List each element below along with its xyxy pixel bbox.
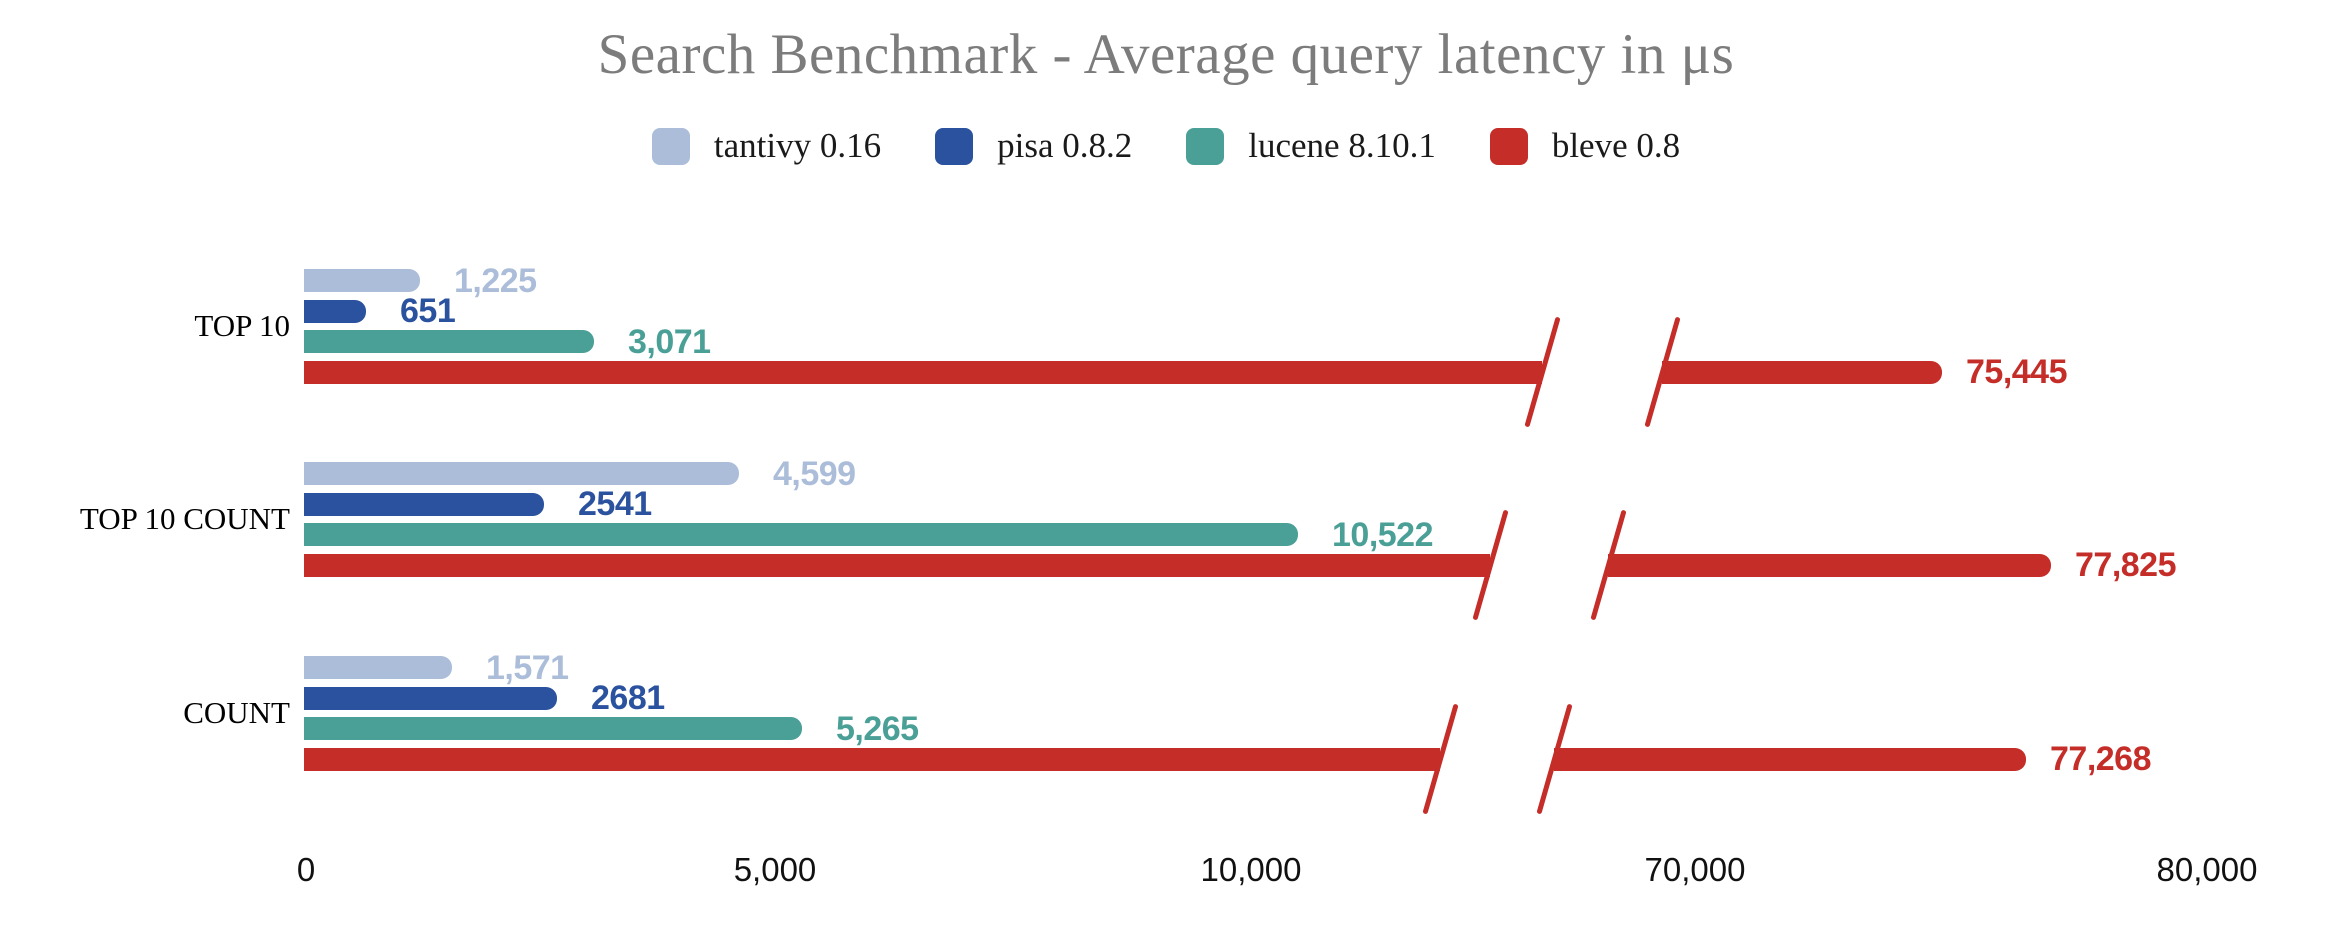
legend-item: pisa 0.8.2 xyxy=(935,126,1132,166)
value-label: 2541 xyxy=(578,485,652,523)
legend-label: tantivy 0.16 xyxy=(713,126,882,165)
bar xyxy=(304,462,739,485)
bar-segment-right xyxy=(1662,360,1942,384)
category-label: TOP 10 COUNT xyxy=(79,501,290,536)
legend-item: tantivy 0.16 xyxy=(651,126,882,166)
x-tick-label: 70,000 xyxy=(1644,851,1746,888)
chart-title: Search Benchmark - Average query latency… xyxy=(597,23,1735,86)
x-tick-label: 0 xyxy=(296,851,316,888)
x-tick-label: 5,000 xyxy=(733,851,817,888)
value-label: 4,599 xyxy=(773,454,856,493)
legend-item: bleve 0.8 xyxy=(1489,126,1681,166)
x-tick-label: 80,000 xyxy=(2156,851,2258,888)
value-label: 77,268 xyxy=(2050,740,2152,778)
value-label: 651 xyxy=(400,292,456,330)
legend-label: bleve 0.8 xyxy=(1551,126,1681,165)
category-label: TOP 10 xyxy=(194,308,290,343)
bar-segment-right xyxy=(1554,747,2026,771)
legend-swatch xyxy=(935,127,974,165)
category-label: COUNT xyxy=(183,695,290,730)
bar xyxy=(304,330,594,353)
legend-swatch xyxy=(1186,127,1225,165)
bar xyxy=(304,656,452,679)
bar xyxy=(304,492,544,516)
value-label: 3,071 xyxy=(628,322,711,361)
legend-label: pisa 0.8.2 xyxy=(997,126,1133,165)
bar xyxy=(304,523,1298,546)
value-label: 10,522 xyxy=(1332,515,1434,554)
x-tick-label: 10,000 xyxy=(1200,851,1302,888)
bar xyxy=(304,269,420,292)
bar-segment-left xyxy=(304,553,1490,577)
legend-item: lucene 8.10.1 xyxy=(1186,126,1436,166)
value-label: 5,265 xyxy=(836,709,919,748)
legend: tantivy 0.16 pisa 0.8.2 lucene 8.10.1 bleve… xyxy=(0,122,2332,170)
value-label: 2681 xyxy=(591,679,665,717)
legend-swatch xyxy=(651,127,690,165)
value-label: 1,225 xyxy=(454,261,537,300)
bar-segment-left xyxy=(304,360,1542,384)
value-label: 77,825 xyxy=(2075,546,2177,584)
value-label: 1,571 xyxy=(486,648,569,687)
bar xyxy=(304,299,366,323)
legend-swatch xyxy=(1489,127,1528,165)
bar-segment-right xyxy=(1608,553,2051,577)
value-label: 75,445 xyxy=(1966,353,2068,391)
bar-segment-left xyxy=(304,747,1440,771)
legend-label: lucene 8.10.1 xyxy=(1248,126,1436,165)
bar xyxy=(304,717,802,740)
bar xyxy=(304,686,557,710)
